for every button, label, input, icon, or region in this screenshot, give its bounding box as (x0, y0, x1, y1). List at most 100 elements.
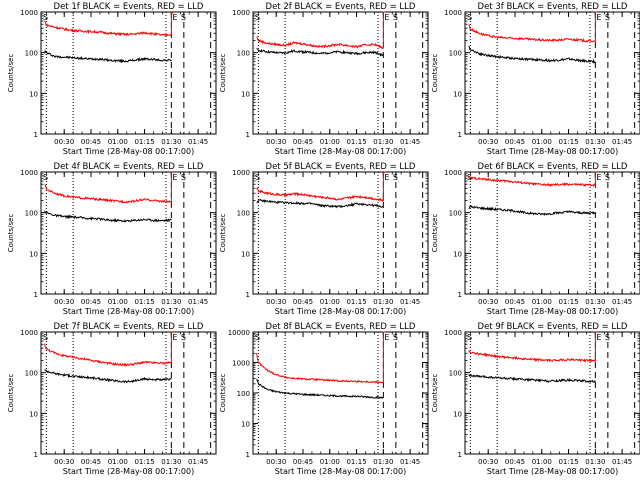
x-tick-label: 01:45 (188, 458, 208, 466)
y-tick-label: 1 (458, 291, 462, 299)
panel-det-9f: Det 9f BLACK = Events, RED = LLD Counts/s… (431, 322, 640, 476)
panel-title: Det 4f BLACK = Events, RED = LLD (54, 162, 204, 172)
end-marker-label: E (172, 173, 177, 182)
y-tick-label: 1 (34, 291, 38, 299)
y-tick-label: 100 (449, 50, 462, 58)
x-tick-label: 00:30 (54, 458, 74, 466)
x-tick-label: 00:45 (81, 138, 101, 146)
start-marker-label: S (467, 13, 472, 22)
end-marker-label: E (384, 333, 389, 342)
y-axis-label: Counts/sec (431, 54, 439, 93)
x-tick-label: 01:15 (558, 298, 578, 306)
y-tick-label: 10 (29, 90, 38, 98)
x-tick-label: 00:30 (266, 298, 286, 306)
y-tick-label: 1 (246, 131, 250, 139)
events-series-line (468, 204, 596, 216)
lld-series-line (468, 171, 598, 188)
plot-frame (252, 331, 429, 455)
start-marker-label: S (43, 333, 48, 342)
panel-title: Det 6f BLACK = Events, RED = LLD (478, 162, 628, 172)
start-marker-label: S (255, 333, 260, 342)
x-tick-label: 01:45 (188, 298, 208, 306)
x-tick-label: 01:00 (320, 298, 340, 306)
y-tick-label: 10 (241, 250, 250, 258)
start-marker-label-right: S (393, 13, 398, 22)
x-tick-label: 00:45 (505, 458, 525, 466)
x-axis-label: Start Time (28-May-08 00:17:00) (487, 147, 618, 156)
y-tick-label: 1000 (232, 9, 250, 17)
end-marker-label: E (172, 13, 177, 22)
panel-det-7f: Det 7f BLACK = Events, RED = LLD Counts/s… (7, 322, 217, 476)
x-tick-label: 01:30 (161, 458, 181, 466)
lld-series-line (256, 11, 386, 50)
y-tick-label: 100 (25, 210, 38, 218)
x-tick-label: 00:30 (478, 458, 498, 466)
panel-title: Det 7f BLACK = Events, RED = LLD (54, 322, 204, 332)
x-tick-label: 00:45 (505, 298, 525, 306)
x-tick-label: 01:15 (134, 298, 154, 306)
x-tick-label: 01:30 (373, 298, 393, 306)
x-tick-label: 01:45 (612, 458, 632, 466)
panel-det-6f: Det 6f BLACK = Events, RED = LLD Counts/s… (431, 162, 640, 316)
x-tick-label: 01:00 (108, 298, 128, 306)
y-axis-label: Counts/sec (431, 374, 439, 413)
y-axis-label: Counts/sec (7, 54, 15, 93)
start-marker-label-right: S (605, 173, 610, 182)
panel-title: Det 1f BLACK = Events, RED = LLD (54, 2, 204, 12)
y-tick-label: 100 (237, 390, 250, 398)
start-marker-label-right: S (181, 333, 186, 342)
y-tick-label: 10 (29, 250, 38, 258)
y-tick-label: 10 (241, 90, 250, 98)
start-marker-label-right: S (605, 13, 610, 22)
x-tick-label: 01:15 (134, 458, 154, 466)
x-tick-label: 01:45 (612, 298, 632, 306)
y-tick-label: 10 (453, 410, 462, 418)
events-series-line (256, 199, 384, 209)
y-tick-label: 1 (34, 131, 38, 139)
y-tick-label: 1000 (444, 9, 462, 17)
y-tick-label: 10 (453, 250, 462, 258)
panel-title: Det 3f BLACK = Events, RED = LLD (478, 2, 628, 12)
x-axis-label: Start Time (28-May-08 00:17:00) (63, 307, 194, 316)
panel-title: Det 5f BLACK = Events, RED = LLD (266, 162, 416, 172)
x-tick-label: 01:15 (346, 458, 366, 466)
events-series-line (468, 373, 596, 383)
x-tick-label: 01:00 (108, 138, 128, 146)
x-tick-label: 01:00 (532, 298, 552, 306)
x-axis-label: Start Time (28-May-08 00:17:00) (63, 147, 194, 156)
x-tick-label: 01:00 (320, 458, 340, 466)
x-tick-label: 00:45 (293, 138, 313, 146)
x-tick-label: 01:00 (320, 138, 340, 146)
x-tick-label: 01:15 (346, 298, 366, 306)
y-axis-label: Counts/sec (7, 374, 15, 413)
y-tick-label: 1000 (20, 9, 38, 17)
start-marker-label-right: S (393, 173, 398, 182)
x-axis-label: Start Time (28-May-08 00:17:00) (487, 467, 618, 476)
x-tick-label: 01:15 (558, 138, 578, 146)
y-axis-label: Counts/sec (7, 214, 15, 253)
y-tick-label: 10 (29, 410, 38, 418)
start-marker-label-right: S (393, 333, 398, 342)
lld-series-line (256, 170, 386, 203)
events-series-line (44, 369, 172, 384)
start-marker-label: S (467, 333, 472, 342)
lld-series-line (256, 331, 386, 384)
x-tick-label: 01:45 (400, 138, 420, 146)
plot-frame (464, 331, 640, 455)
x-tick-label: 01:00 (532, 138, 552, 146)
x-tick-label: 01:45 (188, 138, 208, 146)
x-tick-label: 00:30 (478, 138, 498, 146)
start-marker-label-right: S (181, 13, 186, 22)
x-tick-label: 00:30 (54, 138, 74, 146)
plot-frame (464, 171, 640, 295)
x-tick-label: 00:45 (81, 298, 101, 306)
x-tick-label: 01:30 (373, 138, 393, 146)
y-tick-label: 10000 (228, 329, 250, 337)
end-marker-label: E (384, 173, 389, 182)
y-tick-label: 1 (458, 451, 462, 459)
x-axis-label: Start Time (28-May-08 00:17:00) (275, 467, 406, 476)
x-tick-label: 00:30 (266, 138, 286, 146)
x-axis-label: Start Time (28-May-08 00:17:00) (275, 307, 406, 316)
panel-det-4f: Det 4f BLACK = Events, RED = LLD Counts/s… (7, 162, 217, 316)
